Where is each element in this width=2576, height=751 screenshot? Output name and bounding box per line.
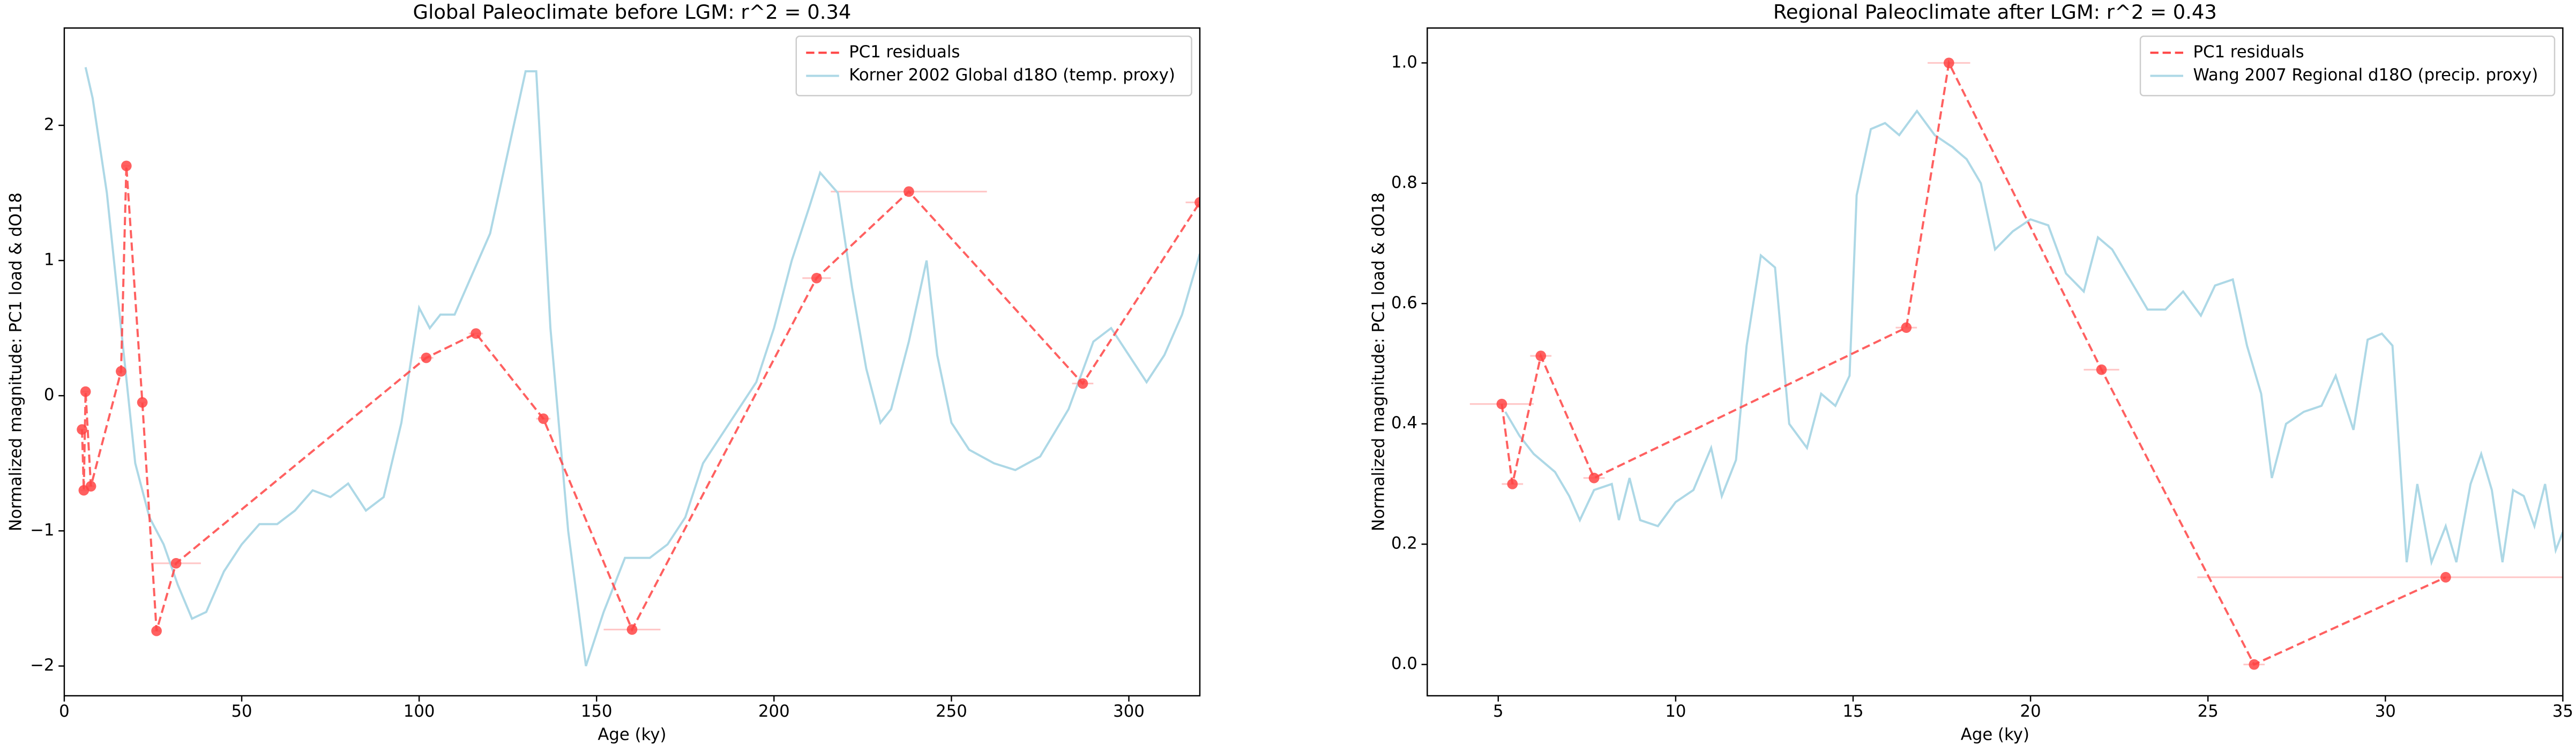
y-axis-label: Normalized magnitude: PC1 load & dO18 [1369,192,1388,531]
x-tick-label: 200 [758,702,790,721]
y-tick-label: 0.8 [1391,173,1417,192]
y-tick-label: 2 [44,115,55,134]
y-tick-label: 0.0 [1391,654,1417,673]
legend: PC1 residuals Korner 2002 Global d18O (te… [795,35,1192,96]
axes-frame [1427,27,2564,697]
panel: Regional Paleoclimate after LGM: r^2 = 0… [1369,1,2573,744]
data-point [116,366,126,377]
data-point [85,481,96,492]
legend: PC1 residuals Wang 2007 Regional d18O (pr… [2139,35,2556,96]
panel: Global Paleoclimate before LGM: r^2 = 0.… [6,1,1201,744]
y-axis-label: Normalized magnitude: PC1 load & dO18 [6,192,25,531]
data-point [77,424,87,435]
x-tick-label: 150 [581,702,613,721]
series-line [1504,109,2563,567]
x-tick-label: 100 [404,702,435,721]
data-point [904,186,914,197]
x-tick-label: 250 [936,702,967,721]
data-point [2440,572,2451,583]
y-tick-label: −2 [30,656,54,675]
data-point [471,328,481,339]
x-axis-label: Age (ky) [598,725,666,744]
y-tick-label: 0.4 [1391,413,1417,433]
chart-title: Regional Paleoclimate after LGM: r^2 = 0… [1773,1,2217,24]
data-point [1507,479,1518,489]
data-point [1496,398,1507,410]
x-tick-label: 30 [2375,702,2396,721]
x-tick-label: 20 [2020,702,2041,721]
y-tick-label: 0 [44,385,55,405]
legend-label: Wang 2007 Regional d18O (precip. proxy) [2193,65,2538,85]
x-tick-label: 25 [2198,702,2219,721]
data-point [2096,364,2107,375]
x-tick-label: 5 [1493,702,1504,721]
x-tick-label: 10 [1665,702,1686,721]
legend-label: PC1 residuals [849,42,960,62]
data-point [137,397,148,408]
legend-frame [2139,35,2556,96]
y-tick-label: 0.2 [1391,534,1417,553]
x-tick-label: 15 [1842,702,1863,721]
x-tick-label: 35 [2552,702,2573,721]
data-point [170,558,182,569]
data-point [2249,659,2260,670]
data-point [1194,197,1200,208]
y-tick-label: 1 [44,250,55,270]
y-tick-label: 0.6 [1391,293,1417,313]
data-point [1943,57,1954,69]
plot-area [1469,57,2563,670]
data-point [151,626,162,636]
data-point [538,413,549,424]
data-point [80,386,91,397]
x-tick-label: 0 [59,702,70,721]
y-tick-label: −1 [30,521,54,540]
data-point [1588,472,1600,484]
series-line [1500,59,2446,666]
legend-label: Korner 2002 Global d18O (temp. proxy) [849,65,1175,85]
data-point [626,624,638,635]
x-tick-label: 50 [231,702,252,721]
axes-frame [63,27,1201,697]
data-point [121,160,132,172]
legend-frame [795,35,1192,96]
y-tick-label: 1.0 [1391,53,1417,72]
data-point [811,272,822,284]
chart-title: Global Paleoclimate before LGM: r^2 = 0.… [413,1,851,24]
legend-label: PC1 residuals [2193,42,2304,62]
data-point [1077,378,1088,389]
data-point [1901,322,1912,333]
data-point [1535,351,1547,361]
plot-area [77,66,1200,667]
data-point [421,352,432,363]
x-tick-label: 300 [1113,702,1145,721]
series-line [84,66,1200,667]
x-axis-label: Age (ky) [1961,725,2029,744]
